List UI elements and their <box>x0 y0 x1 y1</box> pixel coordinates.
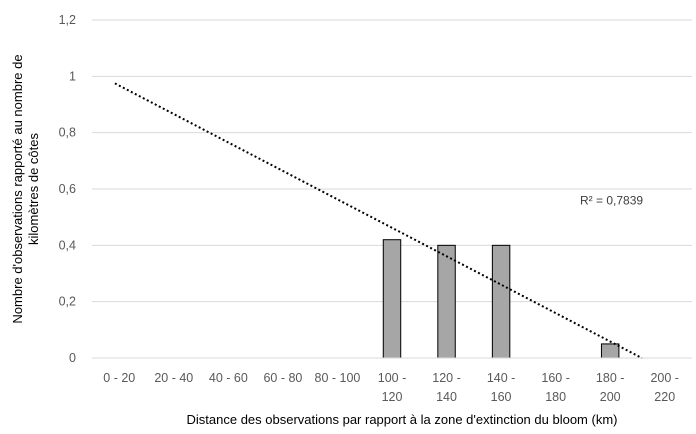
y-tick-label: 0 <box>69 351 76 365</box>
y-tick-labels: 0 0,2 0,4 0,6 0,8 1 1,2 <box>59 13 76 365</box>
x-axis-title: Distance des observations par rapport à … <box>187 412 618 427</box>
y-tick-label: 1 <box>69 69 76 83</box>
x-tick-label: 180 -200 <box>596 371 625 404</box>
y-tick-label: 0,4 <box>59 238 76 252</box>
x-tick-label: 120 -140 <box>432 371 461 404</box>
x-tick-label: 160 -180 <box>541 371 570 404</box>
x-tick-label: 20 - 40 <box>154 371 193 385</box>
bar <box>382 239 402 359</box>
x-tick-labels: 0 - 20 20 - 40 40 - 60 60 - 80 80 - 100 100 -… <box>103 371 679 404</box>
y-axis-title: Nombre d'observations rapporté au nombre… <box>10 54 41 323</box>
x-tick-label: 100 -120 <box>378 371 407 404</box>
x-tick-label: 200 -220 <box>650 371 679 404</box>
y-tick-label: 0,6 <box>59 182 76 196</box>
y-tick-label: 0,2 <box>59 295 76 309</box>
y-tick-label: 1,2 <box>59 13 76 27</box>
x-tick-label: 0 - 20 <box>103 371 135 385</box>
x-tick-label: 140 -160 <box>487 371 516 404</box>
bar <box>600 343 620 359</box>
x-tick-label: 80 - 100 <box>315 371 361 385</box>
bars <box>382 239 620 359</box>
y-tick-label: 0,8 <box>59 126 76 140</box>
bar <box>437 244 456 359</box>
bar <box>491 244 511 359</box>
trendline-r2-label: R² = 0,7839 <box>580 193 643 207</box>
x-tick-label: 40 - 60 <box>209 371 248 385</box>
trendline <box>114 82 643 359</box>
gridlines <box>92 19 692 303</box>
x-tick-label: 60 - 80 <box>263 371 302 385</box>
